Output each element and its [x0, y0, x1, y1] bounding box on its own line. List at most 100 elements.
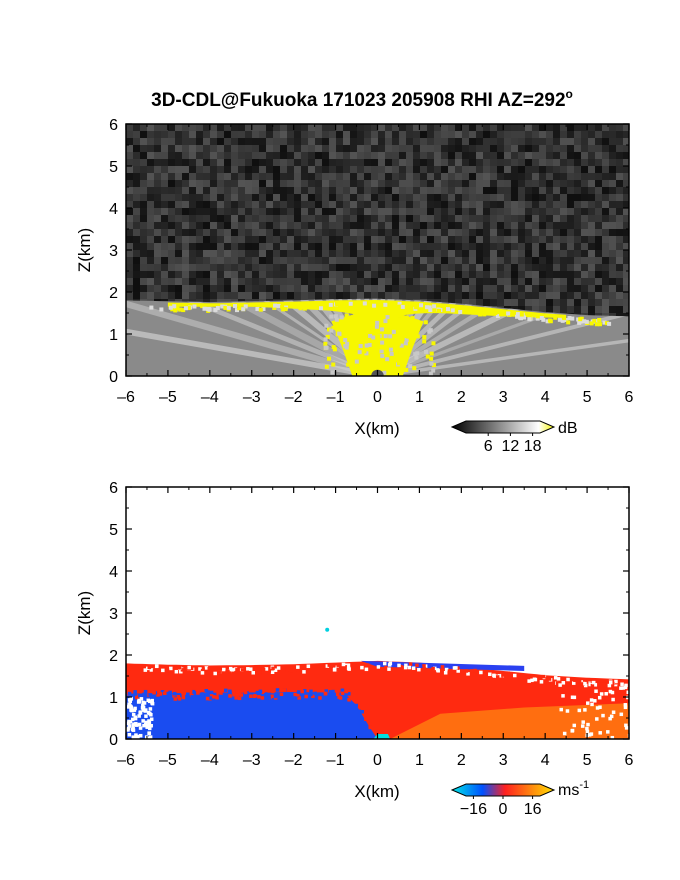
noise-cell	[518, 138, 525, 145]
noise-cell	[350, 271, 357, 278]
noise-cell	[147, 180, 154, 187]
noise-cell	[567, 257, 574, 264]
noise-cell	[546, 152, 553, 159]
noise-cell	[476, 145, 483, 152]
boundary-cell	[347, 698, 351, 702]
noise-cell	[497, 285, 504, 292]
noise-cell	[371, 236, 378, 243]
gap-cell	[583, 708, 587, 712]
noise-cell	[392, 152, 399, 159]
noise-cell	[392, 236, 399, 243]
speck-cell	[385, 315, 390, 320]
noise-cell	[357, 138, 364, 145]
noise-cell	[399, 215, 406, 222]
noise-cell	[399, 278, 406, 285]
edge-cell	[624, 683, 628, 688]
noise-cell	[252, 131, 259, 138]
noise-cell	[462, 250, 469, 257]
noise-cell	[525, 222, 532, 229]
noise-cell	[336, 243, 343, 250]
edge-cell	[611, 681, 615, 686]
noise-cell	[434, 285, 441, 292]
noise-cell	[147, 159, 154, 166]
noise-cell	[336, 173, 343, 180]
noise-cell	[357, 201, 364, 208]
noise-cell	[462, 278, 469, 285]
gap-cell	[572, 723, 577, 728]
noise-cell	[483, 278, 490, 285]
noise-cell	[301, 159, 308, 166]
speck-cell	[371, 335, 376, 340]
noise-cell	[399, 166, 406, 173]
noise-cell	[273, 145, 280, 152]
noise-cell	[385, 271, 392, 278]
edge-cell	[535, 314, 540, 319]
gap-cell	[593, 699, 597, 703]
noise-cell	[490, 201, 497, 208]
noise-cell	[259, 180, 266, 187]
noise-cell	[455, 208, 462, 215]
noise-cell	[175, 187, 182, 194]
boundary-cell	[336, 688, 340, 693]
noise-cell	[224, 194, 231, 201]
noise-cell	[147, 166, 154, 173]
noise-cell	[427, 208, 434, 215]
noise-cell	[364, 145, 371, 152]
edge-cell	[395, 304, 400, 309]
gap-cell	[572, 695, 577, 700]
noise-cell	[434, 215, 441, 222]
noise-cell	[273, 243, 280, 250]
noise-cell	[168, 131, 175, 138]
speck-cell	[343, 344, 348, 349]
y-tick-label: 6	[109, 117, 118, 134]
noise-cell	[497, 180, 504, 187]
speck-cell	[329, 314, 334, 319]
noise-cell	[147, 257, 154, 264]
noise-cell	[147, 124, 154, 131]
noise-cell	[224, 138, 231, 145]
noise-cell	[224, 222, 231, 229]
noise-cell	[161, 145, 168, 152]
noise-cell	[329, 208, 336, 215]
edge-cell	[446, 307, 451, 312]
noise-cell	[343, 131, 350, 138]
noise-cell	[231, 145, 238, 152]
noise-cell	[154, 257, 161, 264]
noise-cell	[189, 285, 196, 292]
noise-cell	[413, 187, 420, 194]
edge-cell	[296, 665, 300, 669]
noise-cell	[539, 292, 546, 299]
noise-cell	[518, 124, 525, 131]
noise-cell	[392, 264, 399, 271]
noise-cell	[252, 201, 259, 208]
noise-cell	[448, 257, 455, 264]
boundary-cell	[218, 693, 223, 698]
noise-cell	[133, 194, 140, 201]
gap-cell	[611, 710, 616, 714]
gap-cell	[586, 701, 590, 705]
noise-cell	[434, 194, 441, 201]
noise-cell	[315, 271, 322, 278]
noise-cell	[420, 131, 427, 138]
noise-cell	[399, 152, 406, 159]
boundary-cell	[239, 693, 244, 697]
noise-cell	[161, 201, 168, 208]
noise-cell	[623, 250, 629, 257]
noise-cell	[420, 236, 427, 243]
noise-cell	[287, 278, 294, 285]
noise-cell	[574, 257, 581, 264]
edge-cell	[203, 671, 208, 675]
noise-cell	[399, 208, 406, 215]
noise-cell	[294, 208, 301, 215]
noise-cell	[462, 159, 469, 166]
noise-cell	[539, 201, 546, 208]
noise-cell	[294, 159, 301, 166]
noise-cell	[252, 166, 259, 173]
noise-cell	[287, 173, 294, 180]
noise-cell	[483, 236, 490, 243]
noise-cell	[420, 201, 427, 208]
noise-cell	[413, 201, 420, 208]
noise-cell	[266, 138, 273, 145]
noise-cell	[322, 292, 329, 299]
edge-cell	[302, 670, 306, 674]
